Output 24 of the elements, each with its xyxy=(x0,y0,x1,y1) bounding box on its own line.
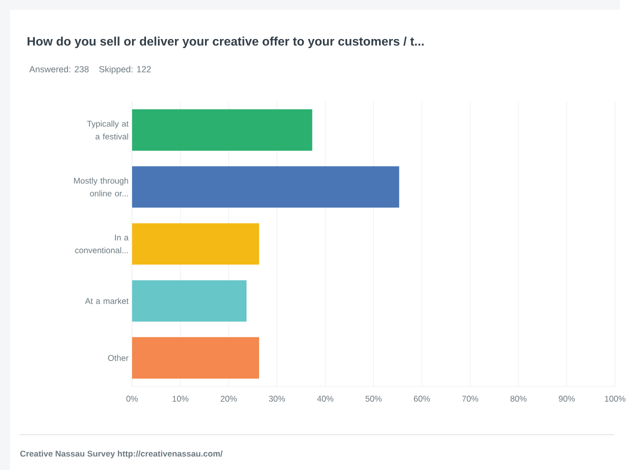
bar xyxy=(132,109,312,151)
x-tick-label: 20% xyxy=(220,396,237,402)
bar xyxy=(132,223,260,265)
x-tick-label: 60% xyxy=(414,396,430,402)
chart-subtitle: Answered: 238 Skipped: 122 xyxy=(29,66,151,74)
x-tick-label: 50% xyxy=(366,396,382,402)
x-tick-label: 70% xyxy=(462,396,478,402)
y-tick-label: In a conventional... xyxy=(75,234,129,254)
x-tick-label: 40% xyxy=(317,396,334,402)
x-tick-label: 10% xyxy=(172,396,188,402)
y-tick-label: Typically at a festival xyxy=(87,120,129,140)
bar xyxy=(132,280,247,322)
x-tick-label: 30% xyxy=(268,396,286,402)
x-tick-label: 80% xyxy=(510,396,527,402)
bar xyxy=(132,166,400,208)
x-tick-label: 100% xyxy=(605,396,626,402)
chart-title: How do you sell or deliver your creative offer to your customers / t... xyxy=(28,36,424,48)
x-tick-label: 90% xyxy=(558,396,575,402)
text: Creative Nassau Survey http://creativenassau.com/ xyxy=(20,450,223,458)
y-tick-label: At a market xyxy=(85,298,129,304)
x-tick-label: 0% xyxy=(126,396,138,402)
bar xyxy=(132,337,260,379)
y-tick-label: Mostly through online or... xyxy=(74,177,128,196)
y-tick-label: Other xyxy=(108,354,128,361)
